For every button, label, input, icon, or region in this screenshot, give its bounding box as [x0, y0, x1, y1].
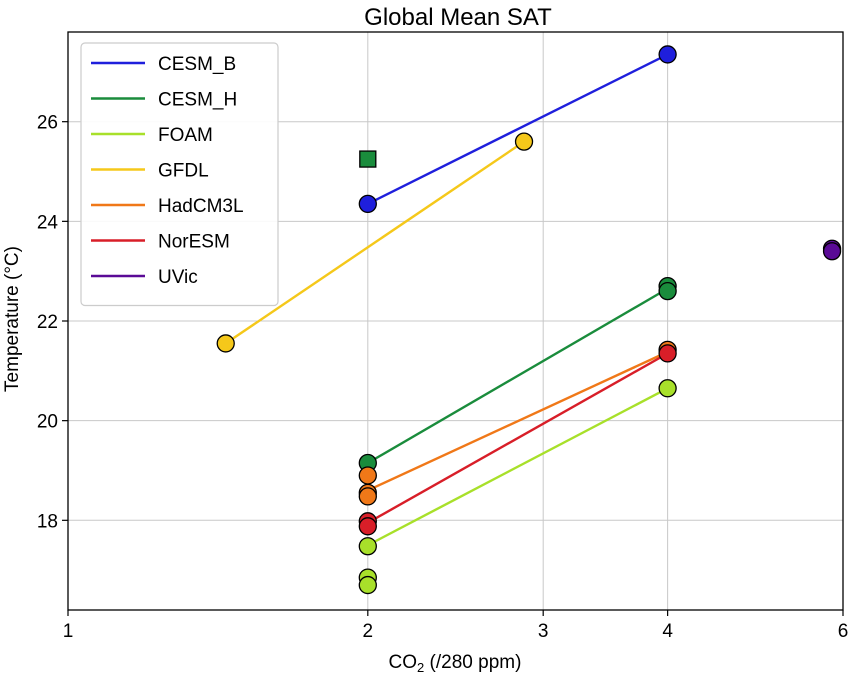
series-line-hadcm3l: [367, 350, 669, 492]
series-line-cesm-h: [367, 287, 669, 465]
point-foam-2: [358, 537, 377, 556]
x-tick-label-1: 1: [63, 621, 74, 642]
legend-label-gfdl: GFDL: [158, 161, 209, 182]
legend-label-cesm-b: CESM_B: [158, 54, 236, 75]
y-axis-label: Temperature (°C): [2, 246, 23, 392]
y-tick-label-20: 20: [37, 412, 58, 433]
legend-label-cesm-h: CESM_H: [158, 90, 237, 111]
legend-label-uvic: UVic: [158, 267, 198, 288]
y-tick-label-22: 22: [37, 312, 58, 333]
legend-label-foam: FOAM: [158, 125, 213, 146]
y-tick-label-18: 18: [37, 511, 58, 532]
x-tick-label-4: 4: [662, 621, 673, 642]
point-foam-3: [658, 379, 677, 398]
y-axis-ticks: 18 20 22 24 26: [37, 113, 68, 532]
point-cesm-b-0: [358, 194, 377, 214]
point-gfdl-1: [514, 132, 534, 151]
series-lines: [225, 53, 669, 547]
x-axis-ticks: 1 2 3 4 6: [63, 610, 849, 642]
x-tick-label-2: 2: [363, 621, 374, 642]
legend: CESM_B CESM_H FOAM GFDL HadCM3L NorESM UVic: [80, 42, 279, 307]
point-cesm-b-1: [658, 45, 677, 64]
point-gfdl-0: [216, 334, 235, 353]
x-tick-label-3: 3: [538, 621, 549, 642]
point-foam-1: [358, 575, 377, 595]
y-tick-label-26: 26: [37, 113, 58, 134]
chart-title: Global Mean SAT: [364, 4, 552, 31]
series-line-cesm-b: [367, 53, 669, 205]
series-line-noresm: [367, 352, 669, 524]
series-points: [216, 45, 842, 595]
x-tick-label-6: 6: [838, 621, 849, 642]
y-tick-label-24: 24: [37, 212, 59, 233]
legend-label-noresm: NorESM: [158, 232, 230, 253]
legend-label-hadcm3l: HadCM3L: [158, 196, 244, 217]
point-noresm-1: [358, 517, 377, 536]
series-line-foam: [367, 387, 669, 547]
point-cesm-h-3: [658, 281, 677, 301]
point-uvic-1: [822, 242, 842, 261]
point-hadcm3l-0: [358, 466, 377, 485]
x-axis-label: CO2 (/280 ppm): [389, 652, 522, 674]
point-hadcm3l-2: [358, 487, 377, 506]
point-cesm-h-0: [359, 150, 377, 168]
series-line-gfdl: [225, 140, 525, 345]
point-noresm-2: [658, 344, 677, 363]
